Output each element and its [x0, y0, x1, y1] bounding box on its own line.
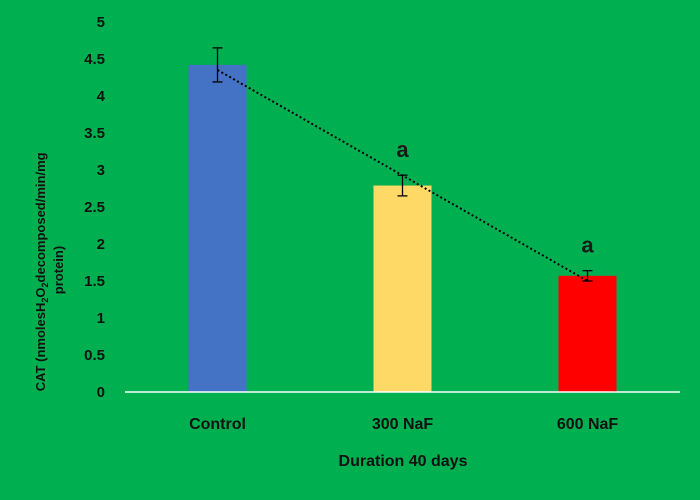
x-axis-label: Duration 40 days [339, 453, 468, 470]
bar-2 [558, 275, 617, 392]
y-tick-label: 0.5 [84, 347, 105, 364]
y-label-sub1: 2 [40, 298, 50, 303]
y-tick-label: 1.5 [84, 273, 105, 290]
y-tick-label: 3 [97, 162, 105, 179]
trendline-group [217, 69, 588, 282]
x-tick-label-2: 600 NaF [557, 416, 619, 433]
error-bars [212, 47, 593, 282]
annotations: aa [396, 137, 594, 257]
annotation-1: a [396, 137, 409, 162]
y-tick-label: 2 [97, 236, 105, 253]
y-axis-ticks: 0 0.5 1 1.5 2 2.5 3 3.5 4 4.5 5 [84, 14, 106, 401]
y-tick-label: 0 [97, 384, 105, 401]
annotation-2: a [581, 233, 594, 258]
y-label-pre: CAT (nmolesH [33, 303, 48, 392]
y-tick-label: 4.5 [84, 51, 105, 68]
y-tick-label: 2.5 [84, 199, 105, 216]
y-axis-label: CAT (nmolesH2O2decomposed/min/mg protein… [33, 149, 66, 391]
x-tick-label-0: Control [189, 416, 246, 433]
x-tick-label-1: 300 NaF [372, 416, 434, 433]
y-tick-label: 4 [97, 88, 106, 105]
y-axis-label-line1: CAT (nmolesH2O2decomposed/min/mg [33, 152, 50, 391]
bar-1 [373, 185, 432, 392]
trendline [217, 69, 588, 282]
y-tick-label: 5 [97, 14, 105, 31]
y-tick-label: 3.5 [84, 125, 105, 142]
x-axis-ticks: Control 300 NaF 600 NaF [189, 416, 618, 433]
y-tick-label: 1 [97, 310, 105, 327]
bars [188, 64, 617, 393]
y-label-mid: O [33, 287, 48, 297]
bar-0 [188, 64, 247, 393]
y-label-sub2: 2 [40, 282, 50, 287]
y-label-post: decomposed/min/mg [33, 152, 48, 282]
y-axis-label-line2: protein) [51, 246, 66, 294]
